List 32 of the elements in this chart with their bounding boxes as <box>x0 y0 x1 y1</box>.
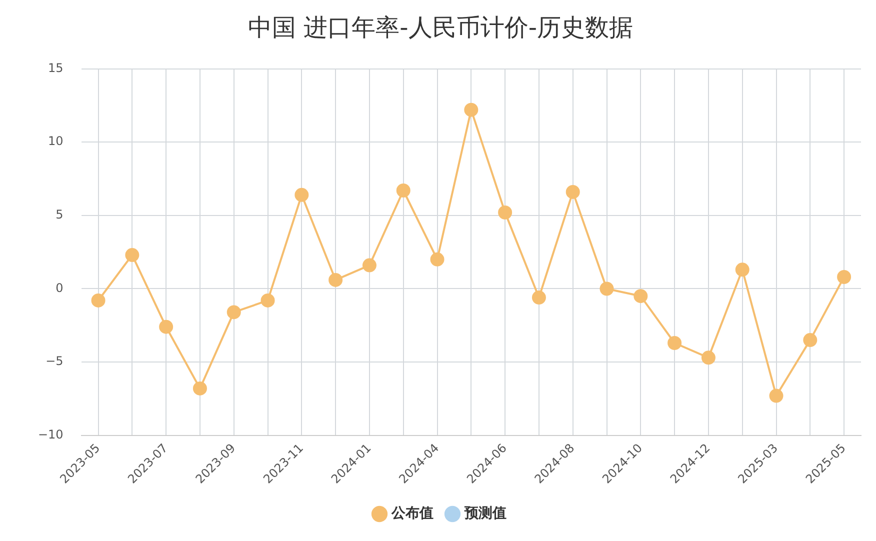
point <box>566 184 580 199</box>
point <box>328 272 343 287</box>
legend-label: 公布值 <box>390 506 434 522</box>
y-tick-label: 0 <box>56 280 64 295</box>
point <box>260 293 275 308</box>
point <box>803 333 818 348</box>
y-tick-label: −10 <box>38 427 64 442</box>
point <box>464 102 478 117</box>
point <box>430 252 444 266</box>
y-tick-label: 15 <box>48 60 64 75</box>
chart-title: 中国 进口年率-人民币计价-历史数据 <box>248 14 633 42</box>
legend-label: 预测值 <box>464 506 506 522</box>
point <box>668 336 682 350</box>
point <box>735 262 750 277</box>
y-tick-label: 10 <box>48 134 64 148</box>
point <box>396 184 410 198</box>
point <box>498 205 512 220</box>
point <box>125 248 140 262</box>
point <box>701 350 716 365</box>
y-tick-label: 5 <box>56 208 64 222</box>
point <box>634 289 648 304</box>
point <box>532 290 546 305</box>
point <box>294 188 309 202</box>
point <box>91 293 106 308</box>
point <box>159 320 174 334</box>
point <box>362 258 376 272</box>
point <box>600 282 614 296</box>
point <box>192 381 207 396</box>
point <box>769 388 784 403</box>
y-tick-label: −5 <box>46 354 64 368</box>
point <box>837 270 852 284</box>
point <box>226 305 241 320</box>
